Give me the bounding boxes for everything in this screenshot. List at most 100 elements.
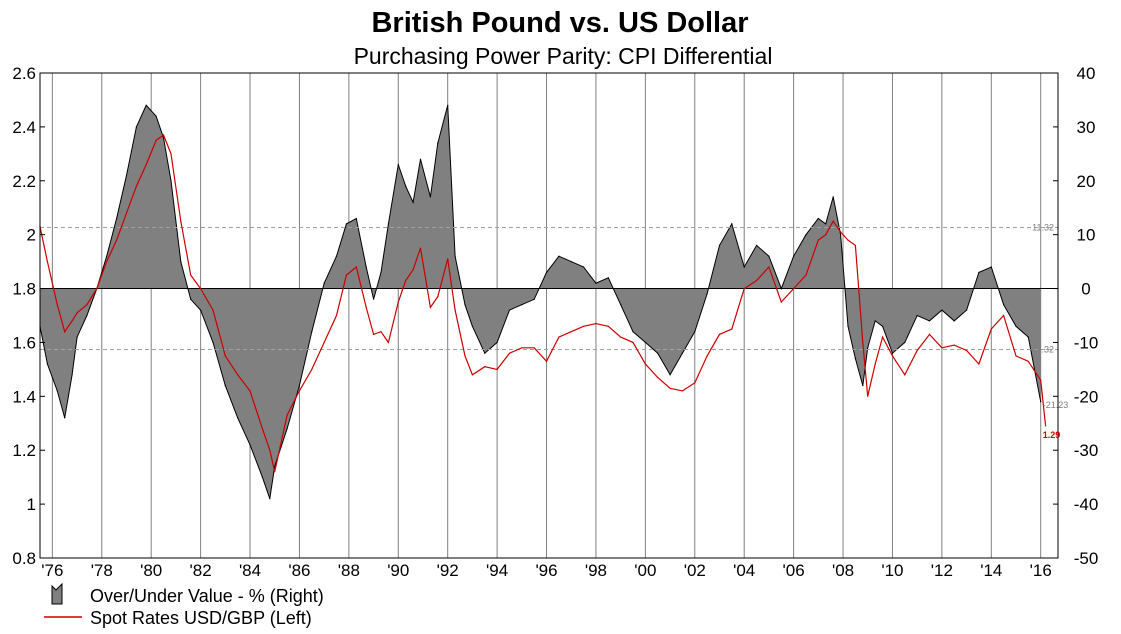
over-under-value-point [412,201,414,203]
spot-rate-point [96,288,98,290]
spot-rate-point [190,274,192,276]
over-under-value-point [990,266,992,268]
over-under-value-point [237,417,239,419]
legend-area-swatch [51,582,63,605]
y-left-tick-label: 2 [27,226,36,245]
over-under-value-point [916,314,918,317]
over-under-value-point [780,288,782,290]
over-under-value-point [632,331,634,333]
over-under-value-point [904,341,906,343]
spot-rate-point [162,134,165,136]
over-under-value-area [40,105,1041,499]
over-under-value-point [269,498,271,500]
spot-rate-point [405,279,407,282]
spot-rate-point [756,279,758,282]
spot-rate-point [681,390,684,392]
x-tick-label-2010: '10 [881,561,903,580]
spot-rate-point [793,288,795,290]
over-under-value-point [978,271,980,273]
spot-rate-point [180,220,182,222]
spot-rate-point [545,360,548,362]
spot-rate-point [274,471,276,473]
y-right-tick-label: -40 [1074,495,1099,514]
over-under-value-point [1003,304,1005,306]
y-left-tick-label: 2.2 [12,172,36,191]
spot-rate-point [832,220,834,222]
spot-rate-line-layer [39,134,1047,473]
over-under-value-point [706,293,708,295]
over-under-value-point [135,126,137,128]
over-under-value-point [311,331,313,333]
over-under-value-point [953,320,955,322]
over-under-value-point [840,234,842,236]
spot-rate-point [966,349,968,352]
over-under-value-point [805,234,807,236]
spot-rate-point [825,234,827,236]
y-left-tick-label: 0.8 [12,549,36,568]
over-under-value-point [644,341,647,343]
y-right-tick-label: 0 [1081,280,1090,299]
spot-rate-point [533,347,535,349]
over-under-value-point [817,217,819,220]
y-right-tick-label: -10 [1074,333,1099,352]
legend-label-spot-rates: Spot Rates USD/GBP (Left) [90,608,312,628]
over-under-value-point [620,304,622,306]
y-left-tick-label: 1.2 [12,441,36,460]
spot-rate-point [904,374,906,376]
over-under-value-point [768,255,770,257]
spot-rate-point [953,344,955,346]
spot-rate-point [373,333,375,335]
plot-frame [39,72,1059,559]
spot-rate-point [471,374,473,376]
over-under-value-point [447,104,449,106]
over-under-value-point [694,331,696,333]
over-under-value-point [508,309,511,311]
spot-rate-point [620,336,622,338]
x-tick-label-2006: '06 [783,561,805,580]
spot-rate-point [706,355,708,357]
x-tick-label-2004: '04 [733,561,755,580]
spot-rate-point [669,387,671,389]
spot-rate-point [64,331,66,333]
y-right-tick-label: 10 [1077,226,1096,245]
spot-rate-point [867,395,869,397]
over-under-value-point [76,336,78,338]
spot-rate-point [874,363,876,365]
y-right-tick-label: -50 [1074,549,1099,568]
spot-rate-point [768,266,770,268]
spot-rate-point [365,306,367,308]
over-under-value-point [743,266,745,268]
over-under-value-point [429,196,431,198]
over-under-value-point [1027,336,1029,338]
over-under-value-point [345,223,347,225]
spot-rate-point [854,244,857,246]
spot-rate-point [1027,360,1029,362]
spot-rate-point [249,390,251,392]
over-under-value-point [681,352,684,354]
over-under-value-point [397,164,399,166]
spot-rate-point [46,261,49,263]
x-tick-label-1984: '84 [239,561,261,580]
spot-rate-point [212,309,214,311]
spot-rate-point [632,341,634,343]
spot-rate-point [862,341,864,343]
x-axis-ticks: '76 '78 '80 '82 '84 '86 '88 '90 '92 '94 '96 '98 '00 '… [41,561,1052,580]
reference-lines-layer: 11.32 -11.32 [40,223,1058,355]
spot-rate-point [928,333,931,335]
over-under-value-point [419,158,422,160]
over-under-value-point [64,417,66,419]
spot-rate-point [694,382,696,384]
spot-rate-point [1015,355,1017,357]
spot-rate-point [387,341,389,343]
y-left-tick-label: 1.4 [12,387,36,406]
legend: Over/Under Value - % (Right) Spot Rates … [44,582,324,628]
over-under-value-point [669,374,671,376]
over-under-value-point [832,196,834,198]
y-right-tick-label: 20 [1077,172,1096,191]
x-tick-label-2008: '08 [832,561,854,580]
x-tick-label-1996: '96 [535,561,557,580]
spot-rate-point [447,258,449,260]
spot-rate-point [437,296,439,298]
over-under-value-point [464,304,466,306]
spot-rate-point [76,312,78,314]
